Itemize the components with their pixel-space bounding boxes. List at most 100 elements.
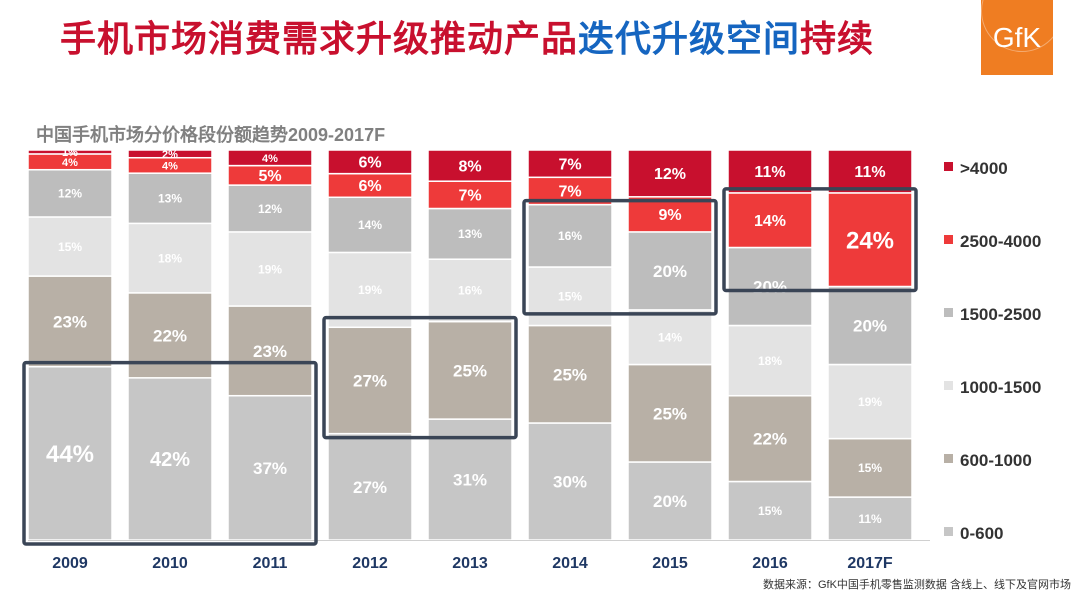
data-label-2011-600-1000: 23% bbox=[253, 342, 287, 361]
bar-segment-2011-1500-2500 bbox=[227, 184, 313, 233]
bar-segment-2014-gt4000 bbox=[527, 149, 613, 179]
legend-swatch-1000-1500 bbox=[944, 381, 953, 390]
data-label-2013-1500-2500: 13% bbox=[458, 227, 482, 241]
data-label-2014-600-1000: 25% bbox=[553, 365, 587, 384]
data-label-2017F-600-1000: 15% bbox=[858, 461, 882, 475]
x-tick-label-2011: 2011 bbox=[253, 555, 288, 572]
data-label-2012-1500-2500: 14% bbox=[358, 218, 382, 232]
data-label-2016-gt4000: 11% bbox=[754, 164, 785, 181]
x-tick-label-2013: 2013 bbox=[452, 555, 488, 572]
data-label-2013-0-600: 31% bbox=[453, 471, 487, 490]
legend-label-600-1000: 600-1000 bbox=[960, 451, 1032, 470]
data-label-2013-2500-4000: 7% bbox=[458, 188, 481, 205]
x-tick-label-2015: 2015 bbox=[652, 555, 688, 572]
bar-segment-2010-1500-2500 bbox=[127, 172, 213, 225]
data-label-2017F-0-600: 11% bbox=[858, 512, 882, 526]
data-label-2016-1000-1500: 18% bbox=[758, 354, 782, 368]
bar-segment-2017F-1500-2500 bbox=[827, 285, 913, 366]
data-label-2011-1000-1500: 19% bbox=[258, 262, 282, 276]
bar-segment-2014-600-1000 bbox=[527, 324, 613, 424]
bar-segment-2011-0-600 bbox=[227, 394, 313, 541]
data-label-2014-0-600: 30% bbox=[553, 473, 587, 492]
bar-segment-2009-600-1000 bbox=[27, 275, 113, 368]
x-tick-label-2010: 2010 bbox=[152, 555, 188, 572]
bar-segment-2017F-600-1000 bbox=[827, 437, 913, 498]
bar-segment-2013-1000-1500 bbox=[427, 258, 513, 323]
data-label-2017F-1500-2500: 20% bbox=[853, 317, 887, 336]
legend-label-2500-4000: 2500-4000 bbox=[960, 232, 1041, 251]
bar-segment-2015-0-600 bbox=[627, 461, 713, 541]
bar-segment-2015-1500-2500 bbox=[627, 231, 713, 311]
x-tick-label-2009: 2009 bbox=[52, 555, 88, 572]
highlight-box-2 bbox=[322, 315, 518, 440]
data-label-2015-600-1000: 25% bbox=[653, 404, 687, 423]
legend-label-gt4000: >4000 bbox=[960, 159, 1008, 178]
bar-segment-2013-1500-2500 bbox=[427, 207, 513, 260]
bar-segment-2014-0-600 bbox=[527, 422, 613, 541]
data-label-2009-1000-1500: 15% bbox=[58, 240, 82, 254]
data-label-2016-600-1000: 22% bbox=[753, 430, 787, 449]
data-label-2017F-gt4000: 11% bbox=[854, 164, 885, 181]
data-label-2012-2500-4000: 6% bbox=[358, 178, 381, 195]
bar-segment-2015-600-1000 bbox=[627, 363, 713, 463]
data-label-2012-1000-1500: 19% bbox=[358, 283, 382, 297]
data-label-2016-1500-2500: 20% bbox=[753, 278, 787, 297]
data-label-2015-1500-2500: 20% bbox=[653, 262, 687, 281]
highlight-box-1 bbox=[22, 360, 318, 546]
bar-segment-2017F-2500-4000 bbox=[827, 192, 913, 288]
legend-label-0-600: 0-600 bbox=[960, 524, 1003, 543]
legend-label-1500-2500: 1500-2500 bbox=[960, 305, 1041, 324]
data-label-2017F-1000-1500: 19% bbox=[858, 395, 882, 409]
data-label-2009-0-600: 44% bbox=[46, 441, 94, 468]
x-tick-label-2017F: 2017F bbox=[847, 555, 893, 572]
bar-segment-2013-2500-4000 bbox=[427, 180, 513, 210]
bar-segment-2017F-0-600 bbox=[827, 496, 913, 541]
legend-swatch-600-1000 bbox=[944, 454, 953, 463]
title-blue-part: 迭代升级空间 bbox=[578, 19, 801, 60]
bar-segment-2013-gt4000 bbox=[427, 149, 513, 182]
bar-segment-2009-1000-1500 bbox=[27, 216, 113, 277]
data-label-2013-1000-1500: 16% bbox=[458, 284, 482, 298]
data-label-2015-gt4000: 12% bbox=[654, 166, 686, 183]
data-label-2014-2500-4000: 7% bbox=[558, 184, 581, 201]
bar-segment-2009-1500-2500 bbox=[27, 168, 113, 218]
legend-label-1000-1500: 1000-1500 bbox=[960, 378, 1041, 397]
chart-subtitle: 中国手机市场分价格段份额趋势2009-2017F bbox=[36, 125, 386, 145]
bar-segment-2017F-gt4000 bbox=[827, 149, 913, 194]
legend-swatch-2500-4000 bbox=[944, 235, 953, 244]
source-note: 数据来源：GfK中国手机零售监测数据 含线上、线下及官网市场 bbox=[762, 579, 1071, 591]
data-label-2016-2500-4000: 14% bbox=[754, 213, 786, 230]
page-title: 手机市场消费需求升级推动产品迭代升级空间持续 bbox=[60, 10, 874, 62]
data-label-2011-0-600: 37% bbox=[253, 459, 287, 478]
bar-segment-2017F-1000-1500 bbox=[827, 363, 913, 440]
bar-segment-2009-gt4000 bbox=[27, 149, 113, 155]
bar-segment-2016-2500-4000 bbox=[727, 192, 813, 249]
bar-segment-2012-gt4000 bbox=[327, 149, 413, 175]
data-label-2012-600-1000: 27% bbox=[353, 372, 387, 391]
data-label-2009-600-1000: 23% bbox=[53, 312, 87, 331]
data-label-2010-1500-2500: 13% bbox=[158, 192, 182, 206]
bar-segment-2010-1000-1500 bbox=[127, 222, 213, 294]
data-label-2009-gt4000: 1% bbox=[62, 147, 78, 159]
data-label-2015-1000-1500: 14% bbox=[658, 331, 682, 345]
bar-segment-2012-0-600 bbox=[327, 432, 413, 541]
data-label-2013-600-1000: 25% bbox=[453, 361, 487, 380]
legend-swatch-gt4000 bbox=[944, 162, 953, 171]
title-red-end: 持续 bbox=[800, 19, 875, 60]
data-label-2013-gt4000: 8% bbox=[458, 158, 481, 175]
data-label-2012-0-600: 27% bbox=[353, 478, 387, 497]
data-label-2009-1500-2500: 12% bbox=[58, 187, 82, 201]
data-label-2010-600-1000: 22% bbox=[153, 326, 187, 345]
bar-segment-2013-600-1000 bbox=[427, 320, 513, 420]
bar-segment-2012-1000-1500 bbox=[327, 251, 413, 329]
highlight-box-3 bbox=[522, 198, 718, 316]
bar-segment-2011-gt4000 bbox=[227, 149, 313, 167]
data-label-2012-gt4000: 6% bbox=[358, 155, 381, 172]
data-label-2010-0-600: 42% bbox=[150, 449, 190, 471]
data-label-2010-gt4000: 2% bbox=[162, 149, 178, 161]
data-label-2014-1500-2500: 16% bbox=[558, 229, 582, 243]
legend-swatch-1500-2500 bbox=[944, 308, 953, 317]
bar-segment-2009-0-600 bbox=[27, 365, 113, 541]
bar-segment-2010-gt4000 bbox=[127, 149, 213, 159]
data-label-2016-0-600: 15% bbox=[758, 504, 782, 518]
